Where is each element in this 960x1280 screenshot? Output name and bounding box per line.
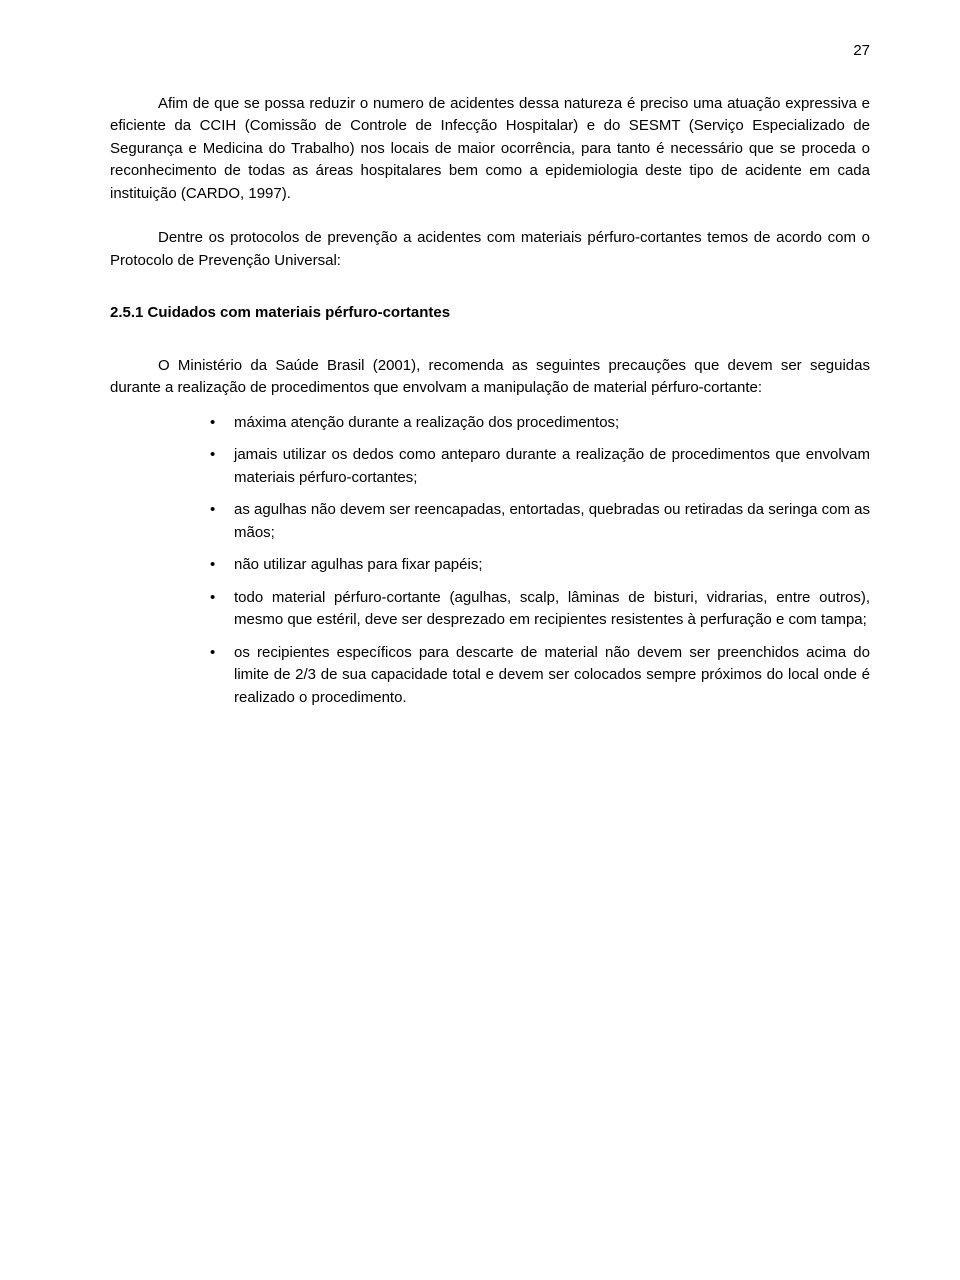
paragraph-3: O Ministério da Saúde Brasil (2001), rec… <box>110 355 870 400</box>
list-item: as agulhas não devem ser reencapadas, en… <box>210 499 870 544</box>
list-item: máxima atenção durante a realização dos … <box>210 412 870 435</box>
bullet-list: máxima atenção durante a realização dos … <box>110 412 870 710</box>
list-item: todo material pérfuro-cortante (agulhas,… <box>210 587 870 632</box>
paragraph-2: Dentre os protocolos de prevenção a acid… <box>110 227 870 272</box>
page-number: 27 <box>110 40 870 63</box>
paragraph-1: Afim de que se possa reduzir o numero de… <box>110 93 870 206</box>
list-item: os recipientes específicos para descarte… <box>210 642 870 710</box>
section-heading: 2.5.1 Cuidados com materiais pérfuro-cor… <box>110 302 870 325</box>
list-item: não utilizar agulhas para fixar papéis; <box>210 554 870 577</box>
list-item: jamais utilizar os dedos como anteparo d… <box>210 444 870 489</box>
